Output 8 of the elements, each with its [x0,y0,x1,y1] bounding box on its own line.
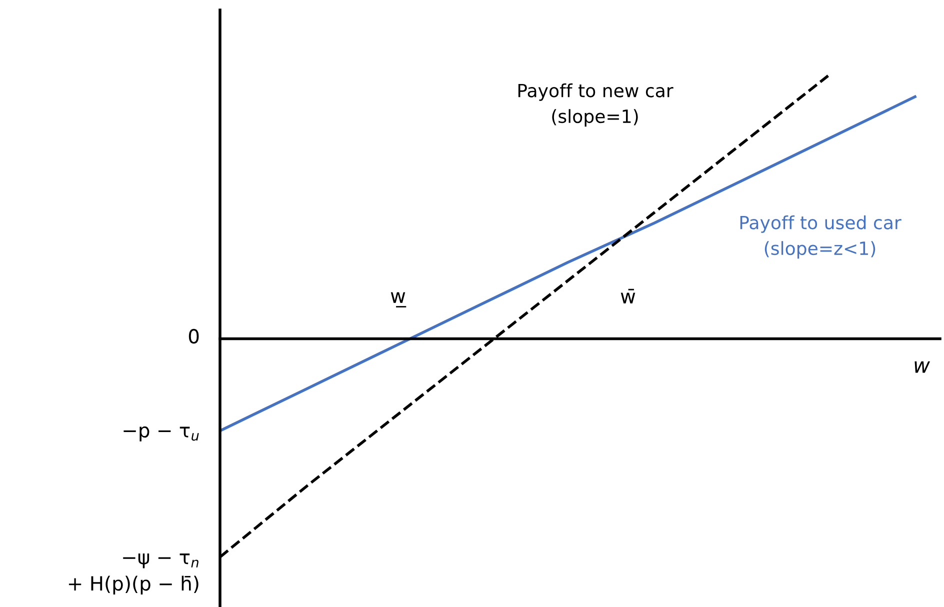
text: −p − τ$_{u}$ [124,426,199,442]
series-label: Payoff to used car (slope=z<1) [740,215,902,259]
text: −ψ − τ$_{n}$ + H(p)(p − h̄) [68,554,198,595]
text: 0 [188,328,199,344]
x-axis-title: w [914,361,930,373]
text: Payoff to new car (slope=1) [518,83,674,127]
annotation: w̲ [390,292,406,308]
annotation: w̄ [620,288,636,304]
